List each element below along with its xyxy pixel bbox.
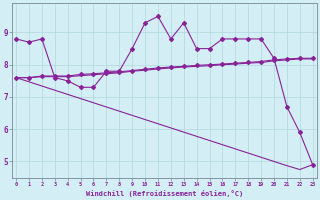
X-axis label: Windchill (Refroidissement éolien,°C): Windchill (Refroidissement éolien,°C) bbox=[86, 190, 243, 197]
